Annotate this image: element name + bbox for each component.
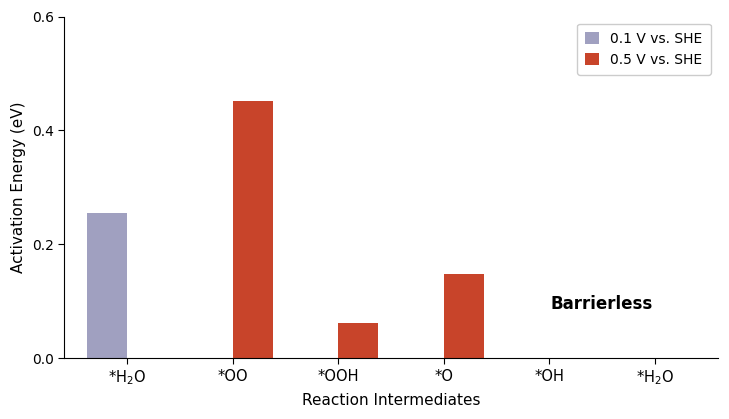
- Text: Barrierless: Barrierless: [551, 295, 653, 313]
- X-axis label: Reaction Intermediates: Reaction Intermediates: [302, 393, 480, 408]
- Legend: 0.1 V vs. SHE, 0.5 V vs. SHE: 0.1 V vs. SHE, 0.5 V vs. SHE: [577, 23, 711, 75]
- Y-axis label: Activation Energy (eV): Activation Energy (eV): [11, 102, 26, 273]
- Bar: [444, 274, 484, 358]
- Bar: [233, 101, 273, 358]
- Bar: [338, 323, 378, 358]
- Bar: [87, 213, 128, 358]
